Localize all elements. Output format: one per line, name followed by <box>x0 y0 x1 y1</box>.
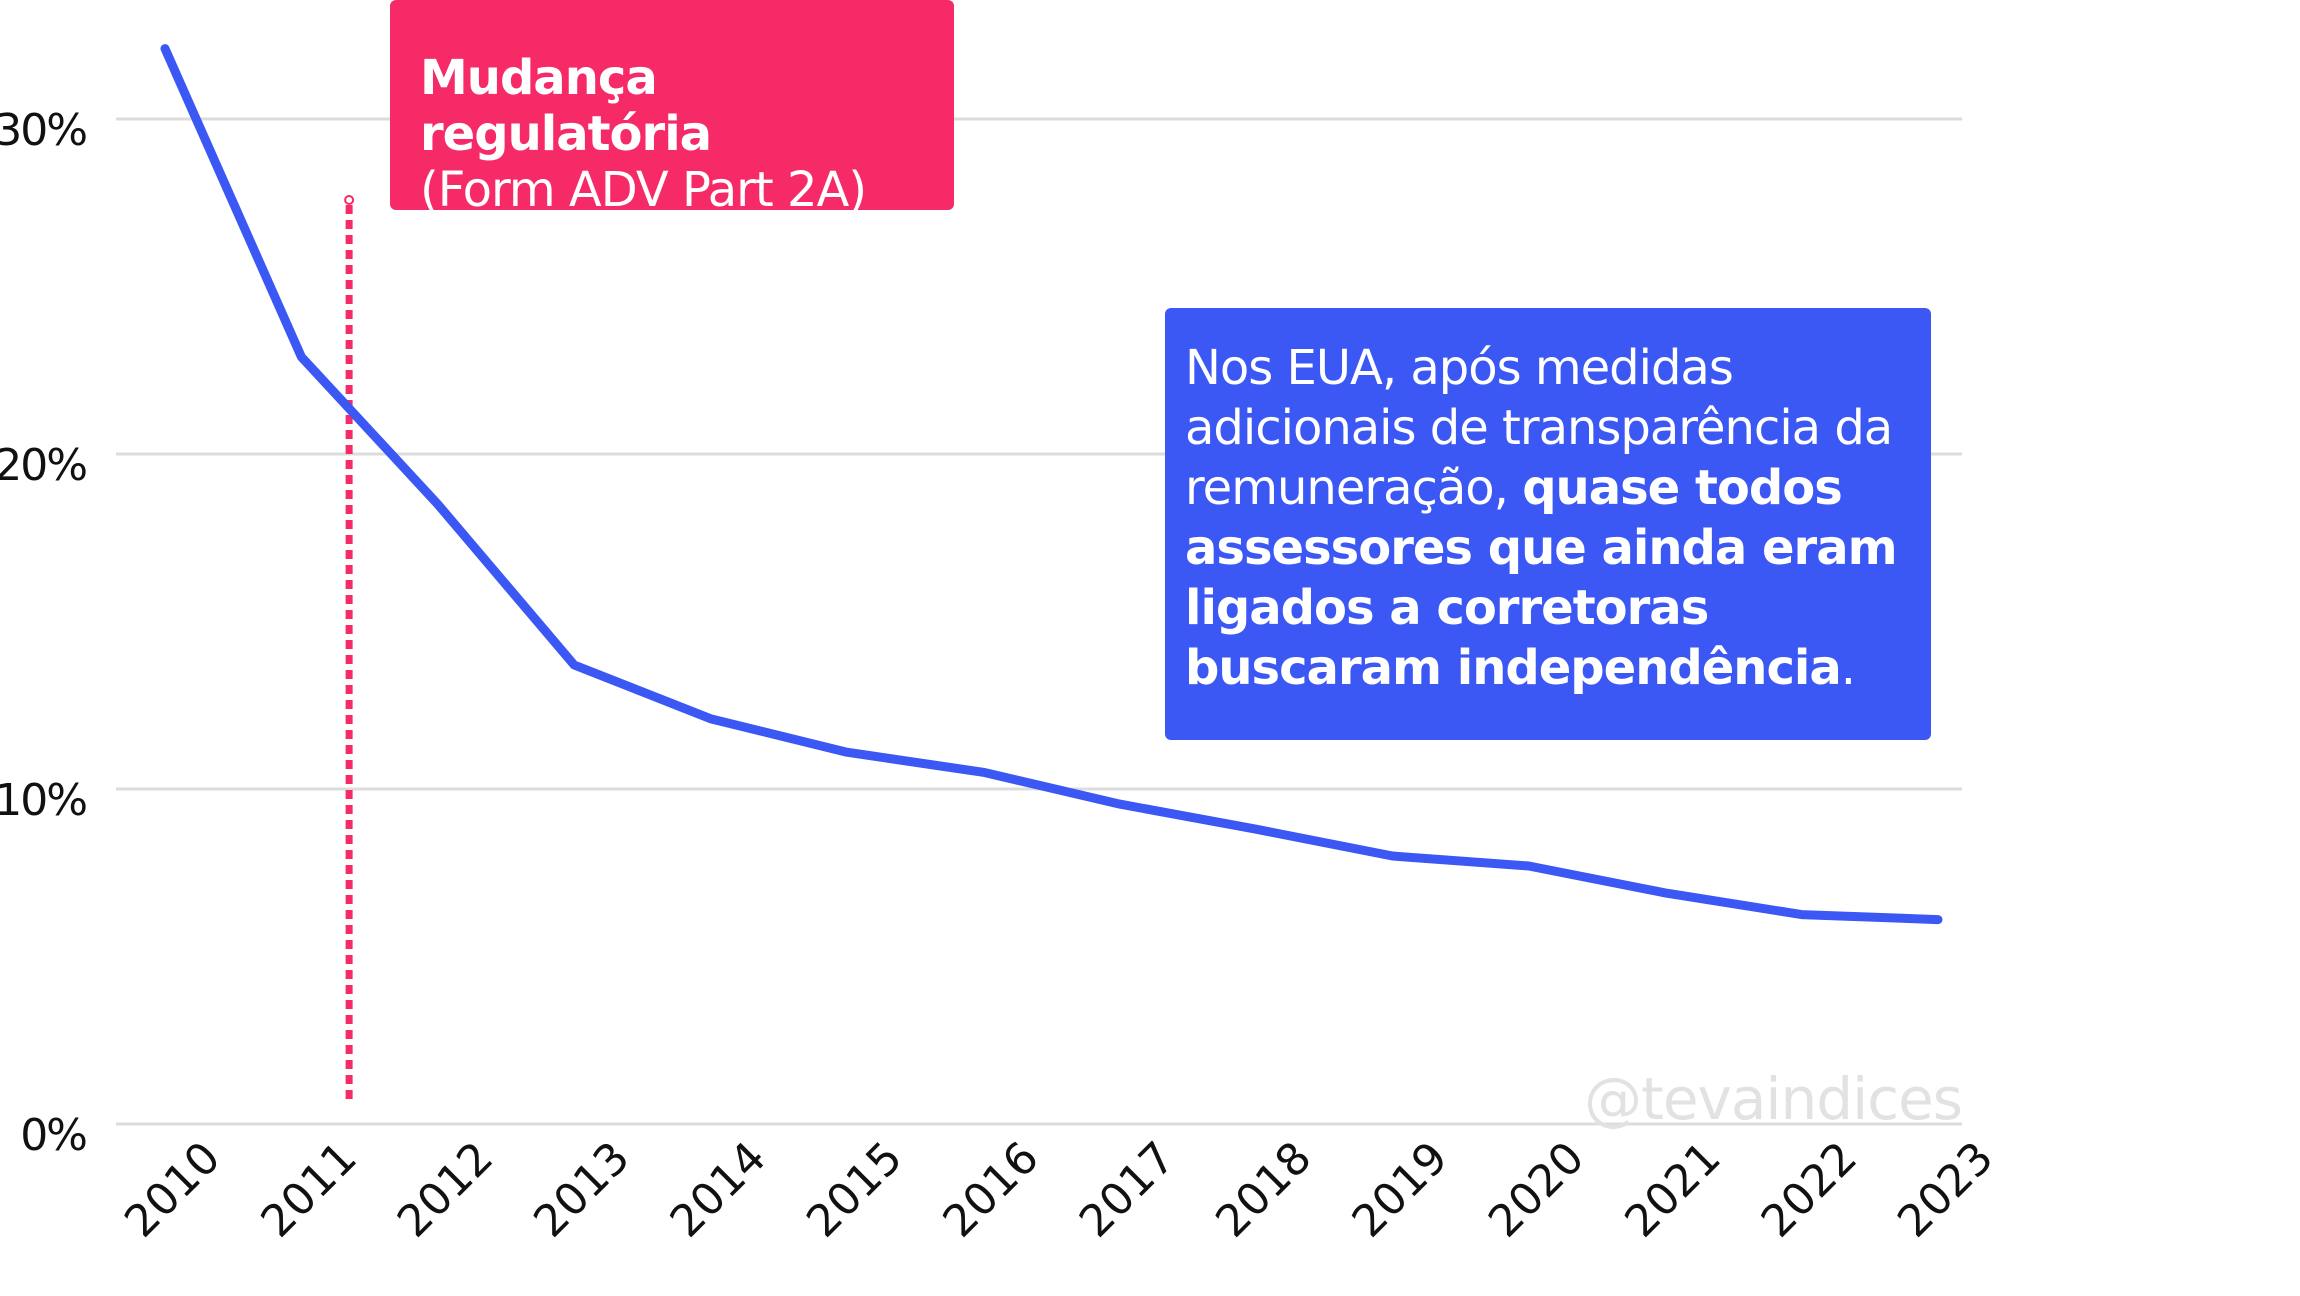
x-tick-label: 2017 <box>1070 1132 1185 1247</box>
regulation-subtitle: (Form ADV Part 2A) <box>420 162 867 218</box>
x-tick-label: 2023 <box>1888 1132 2003 1247</box>
regulation-annotation: Mudança regulatória (Form ADV Part 2A) <box>390 0 954 218</box>
note-annotation: Nos EUA, após medidas adicionais de tran… <box>1165 308 1931 740</box>
note-bold-text: quase todos assessores que ainda eram li… <box>1185 460 1898 696</box>
x-tick-label: 2022 <box>1752 1132 1867 1247</box>
y-tick-label: 0% <box>20 1110 86 1161</box>
y-tick-label: 10% <box>0 775 86 826</box>
x-tick-label: 2016 <box>933 1132 1048 1247</box>
note-text: Nos EUA, após medidas adicionais de tran… <box>1185 340 1893 516</box>
annotation-marker <box>344 195 355 205</box>
x-tick-label: 2012 <box>388 1132 503 1247</box>
x-tick-label: 2019 <box>1343 1132 1458 1247</box>
x-tick-label: 2013 <box>524 1132 639 1247</box>
y-tick-label: 30% <box>0 105 86 156</box>
x-tick-label: 2010 <box>115 1132 230 1247</box>
x-tick-label: 2015 <box>797 1132 912 1247</box>
series-line <box>160 44 1943 925</box>
regulation-title: Mudança regulatória <box>420 50 712 162</box>
watermark: @tevaindices <box>1584 1065 1963 1133</box>
x-tick-label: 2018 <box>1206 1132 1321 1247</box>
x-tick-label: 2020 <box>1479 1132 1594 1247</box>
note-end: . <box>1840 640 1856 696</box>
x-tick-label: 2011 <box>252 1132 367 1247</box>
x-tick-label: 2021 <box>1615 1132 1730 1247</box>
y-tick-label: 20% <box>0 440 86 491</box>
x-tick-label: 2014 <box>661 1132 776 1247</box>
